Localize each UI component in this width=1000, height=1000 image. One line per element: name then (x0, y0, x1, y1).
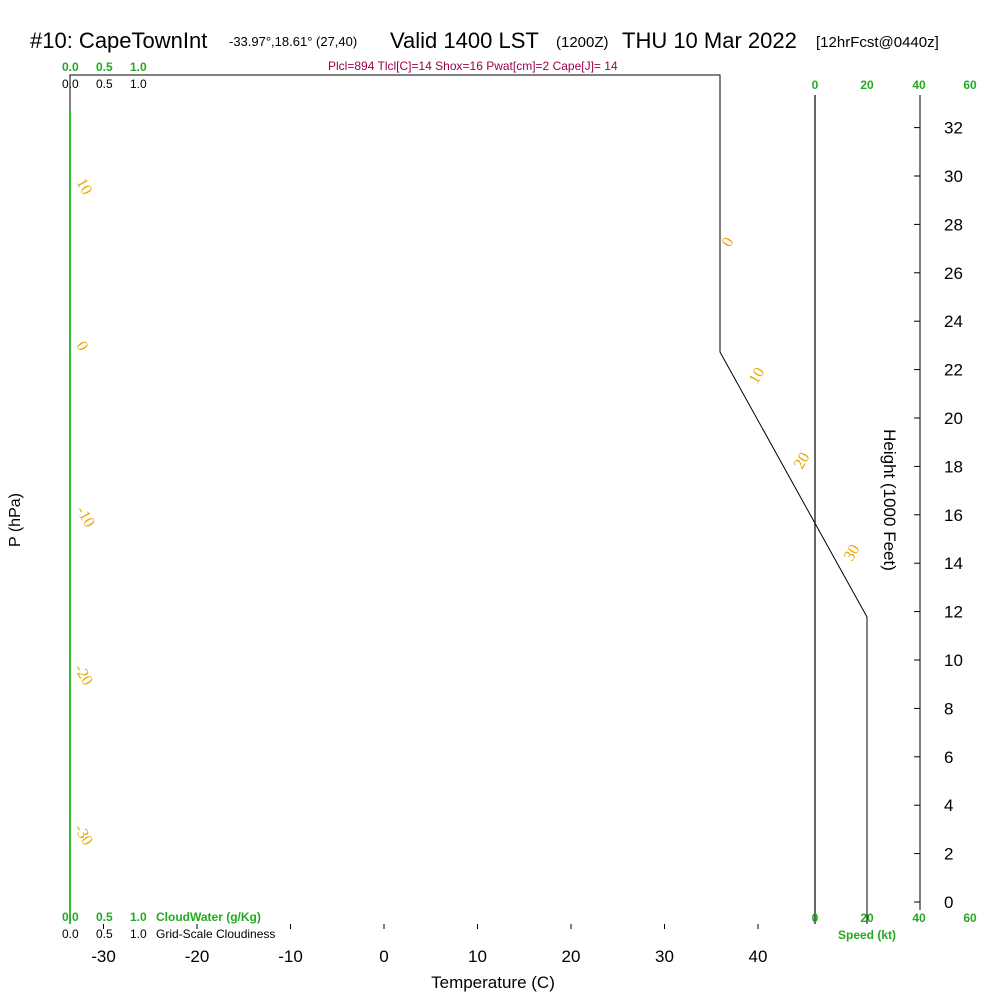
cloud-scale-top-green: 0.0 (62, 60, 79, 74)
valid-time: Valid 1400 LST (390, 28, 539, 53)
valid-date: THU 10 Mar 2022 (622, 28, 797, 53)
speed-tick-bottom: 20 (860, 911, 874, 925)
speed-tick-bottom: 40 (912, 911, 926, 925)
cloud-scale-top-green: 0.5 (96, 60, 113, 74)
speed-tick-top: 40 (912, 78, 926, 92)
temperature-tick-label: -20 (185, 947, 210, 966)
height-tick-label: 12 (944, 603, 963, 622)
height-tick-label: 2 (944, 845, 953, 864)
cloudwater-label: CloudWater (g/Kg) (156, 910, 261, 924)
y-axis-label: P (hPa) (7, 493, 24, 547)
speed-tick-top: 60 (963, 78, 977, 92)
station-title: #10: CapeTownInt (30, 28, 207, 53)
isotherm-label: 10 (73, 176, 96, 198)
speed-axis-label: Speed (kt) (838, 928, 896, 942)
parcel-params: Plcl=894 Tlcl[C]=14 Shox=16 Pwat[cm]=2 C… (328, 59, 618, 73)
speed-tick-top: 0 (812, 78, 819, 92)
isotherm-label: -10 (73, 504, 98, 531)
height-tick-label: 10 (944, 651, 963, 670)
cloud-scales: 0.0 0.5 1.0 0.0 0.5 1.0 0.0 0.5 1.0 0.0 0.5 1.0 (62, 60, 147, 941)
height-tick-label: 30 (944, 167, 963, 186)
cloud-scale-top-black: 1.0 (130, 77, 147, 91)
height-tick-label: 0 (944, 893, 953, 912)
isotherm-label: -20 (71, 662, 96, 689)
cloud-scale-bottom-black: 1.0 (130, 927, 147, 941)
x-axis-label: Temperature (C) (431, 973, 555, 992)
isotherm-label: 30 (841, 542, 864, 564)
height-tick-label: 32 (944, 119, 963, 138)
forecast-info: [12hrFcst@0440z] (816, 34, 939, 51)
isotherm-label: 0 (719, 235, 738, 250)
height-tick-label: 4 (944, 796, 953, 815)
speed-tick-bottom: 60 (963, 911, 977, 925)
height-tick-label: 28 (944, 215, 963, 234)
cloud-scale-bottom-black: 0.5 (96, 927, 113, 941)
temperature-tick-label: 20 (562, 947, 581, 966)
temperature-tick-label: 0 (379, 947, 388, 966)
isotherm-label: 20 (791, 450, 814, 472)
height-axis-label: Height (1000 Feet) (880, 429, 899, 571)
height-tick-label: 24 (944, 312, 963, 331)
height-tick-label: 16 (944, 506, 963, 525)
station-coords: -33.97°,18.61° (27,40) (229, 34, 357, 49)
isotherm-label: 0 (73, 339, 92, 354)
cloud-scale-top-green: 1.0 (130, 60, 147, 74)
temperature-tick-label: -10 (278, 947, 303, 966)
cloud-scale-bottom-black: 0.0 (62, 927, 79, 941)
cloud-scale-top-black: 0.0 (62, 77, 79, 91)
plot-border (69, 74, 868, 924)
speed-tick-bottom: 0 (812, 911, 819, 925)
isotherm-labels: 0 10 20 30 10 0 -10 -20 -30 (71, 176, 864, 849)
height-tick-label: 22 (944, 361, 963, 380)
temperature-tick-label: 10 (468, 947, 487, 966)
cloud-scale-bottom-green: 0.5 (96, 910, 113, 924)
height-tick-label: 20 (944, 409, 963, 428)
isotherm-label: 10 (746, 365, 769, 387)
speed-tick-top: 20 (860, 78, 874, 92)
height-tick-label: 6 (944, 748, 953, 767)
cloud-scale-bottom-green: 1.0 (130, 910, 147, 924)
isotherm-label: -30 (71, 822, 96, 849)
speed-ticks: 0 20 40 600 20 40 60 (812, 78, 977, 925)
cloud-scale-bottom-green: 0.0 (62, 910, 79, 924)
cloudiness-label: Grid-Scale Cloudiness (156, 927, 275, 941)
temperature-ticks: -30 -20 -10 0 10 20 30 40 (91, 924, 767, 966)
temperature-tick-label: 40 (749, 947, 768, 966)
height-tick-label: 18 (944, 457, 963, 476)
temperature-tick-label: -30 (91, 947, 116, 966)
height-tick-label: 14 (944, 554, 963, 573)
cloud-scale-top-black: 0.5 (96, 77, 113, 91)
height-tick-label: 8 (944, 699, 953, 718)
temperature-tick-label: 30 (655, 947, 674, 966)
height-tick-label: 26 (944, 264, 963, 283)
valid-zulu: (1200Z) (556, 34, 609, 51)
